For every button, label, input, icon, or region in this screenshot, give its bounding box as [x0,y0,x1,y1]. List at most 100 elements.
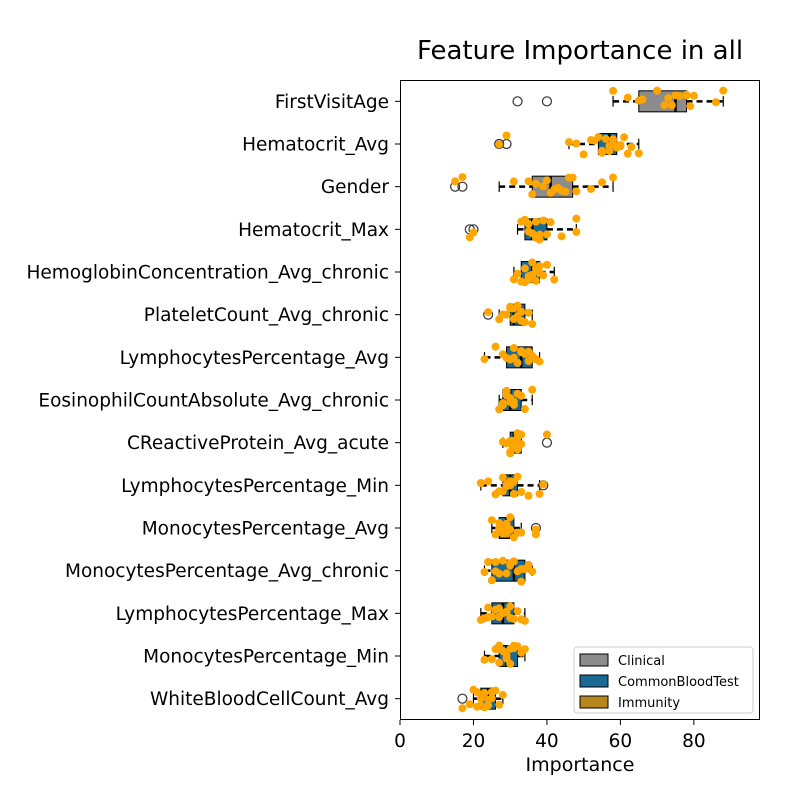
data-point [557,186,566,195]
x-tick-label: 40 [535,731,559,752]
data-point [506,559,515,568]
data-point [487,687,496,696]
data-point [572,187,581,196]
feature-row-PlateletCount_Avg_chronic [483,301,537,328]
y-tick-label: MonocytesPercentage_Avg [142,519,389,540]
feature-row-Hematocrit_Max [464,214,581,244]
data-point [517,440,526,449]
data-point [513,472,522,481]
feature-row-LymphocytesPercentage_Max [476,602,529,625]
data-point [539,271,548,280]
data-point [587,184,596,193]
data-point [524,491,533,500]
data-point [634,149,643,158]
data-point [506,449,515,458]
data-point [572,228,581,237]
data-point [609,86,618,95]
data-point [517,391,526,400]
data-point [653,86,662,95]
data-point [601,134,610,143]
data-point [509,275,518,284]
legend: Clinical CommonBloodTest Immunity [573,646,754,714]
y-tick-label: HemoglobinConcentration_Avg_chronic [26,263,389,284]
y-tick-label: LymphocytesPercentage_Max [116,604,389,625]
data-point [524,560,533,569]
data-point [539,182,548,191]
legend-swatch [579,674,609,688]
data-point [517,346,526,355]
data-point [524,275,533,284]
data-point [484,613,493,622]
data-point [509,353,518,362]
data-point [473,688,482,697]
data-point [495,140,504,149]
data-point [480,689,489,698]
data-point [564,173,573,182]
data-point [480,703,489,712]
feature-row-Hematocrit_Avg [494,131,643,159]
data-point [495,700,504,709]
data-point [542,176,551,185]
data-point [528,567,537,576]
data-point [498,487,507,496]
data-point [520,264,529,273]
data-point [509,177,518,186]
data-point [517,316,526,325]
x-tick-label: 80 [682,731,706,752]
y-tick-label: PlateletCount_Avg_chronic [144,305,389,326]
data-point [484,603,493,612]
feature-row-CReactiveProtein_Avg_acute [498,429,553,458]
data-point [542,230,551,239]
data-point [535,357,544,366]
data-point [542,260,551,269]
data-point [509,614,518,623]
data-point [520,645,529,654]
data-point [487,576,496,585]
data-point [664,94,673,103]
data-point [484,477,493,486]
data-point [498,556,507,565]
data-point [476,478,485,487]
data-point [616,140,625,149]
data-point [506,477,515,486]
data-point [491,558,500,567]
data-point [535,230,544,239]
feature-row-LymphocytesPercentage_Min [476,472,549,500]
feature-row-HemoglobinConcentration_Avg_chronic [509,258,559,287]
feature-row-MonocytesPercentage_Avg [487,513,542,542]
data-point [498,473,507,482]
data-point [506,513,515,522]
data-point [506,659,515,668]
data-point [480,355,489,364]
feature-row-FirstVisitAge [512,86,728,113]
data-point [531,179,540,188]
data-point [458,704,467,713]
data-point [484,557,493,566]
data-point [509,400,518,409]
data-point [498,310,507,319]
data-point [564,138,573,147]
data-point [517,528,526,537]
data-point [480,568,489,577]
data-point [498,401,507,410]
y-tick-label: Hematocrit_Avg [242,135,389,156]
x-tick-label: 0 [394,731,406,752]
data-point [473,702,482,711]
data-point [620,133,629,142]
outlier-point [494,138,505,150]
x-tick-label: 60 [609,731,633,752]
data-point [509,440,518,449]
data-point [495,604,504,613]
y-tick-label: Hematocrit_Max [238,220,389,241]
data-point [539,480,548,489]
outlier-point [457,181,468,192]
data-point [487,516,496,525]
feature-row-EosinophilCountAbsolute_Avg_chronic [495,385,537,414]
feature-row-WhiteBloodCellCount_Avg [457,685,507,713]
outlier-point [457,693,468,704]
data-point [465,700,474,709]
y-tick-label: CReactiveProtein_Avg_acute [127,433,389,454]
data-point [487,655,496,664]
data-point [605,147,614,156]
